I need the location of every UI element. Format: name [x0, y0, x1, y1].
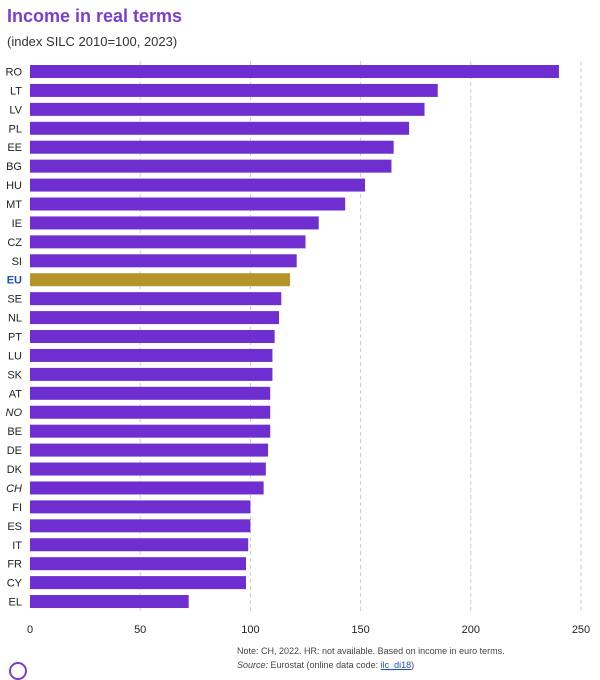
category-label-pl: PL: [9, 123, 22, 135]
x-tick-label: 150: [351, 624, 369, 636]
bar-ie: [30, 216, 319, 230]
x-tick-label: 0: [27, 624, 33, 636]
category-label-cy: CY: [7, 578, 23, 590]
bar-se: [30, 292, 282, 306]
category-label-ro: RO: [6, 67, 23, 79]
bar-de: [30, 443, 269, 457]
chart-title: Income in real terms: [7, 6, 183, 26]
bar-ro: [30, 65, 559, 78]
x-tick-label: 100: [241, 624, 259, 636]
category-label-be: BE: [7, 426, 22, 438]
x-tick-label: 250: [572, 624, 590, 636]
category-label-ch: CH: [6, 483, 22, 495]
bar-eu: [30, 273, 291, 287]
bar-fi: [30, 500, 251, 514]
category-label-hu: HU: [6, 180, 22, 192]
bar-es: [30, 519, 251, 533]
bar-ee: [30, 140, 394, 154]
category-label-lv: LV: [9, 104, 22, 116]
category-label-lt: LT: [10, 85, 22, 97]
bar-bg: [30, 159, 392, 173]
bar-mt: [30, 197, 346, 211]
category-label-si: SI: [12, 256, 22, 268]
category-label-pt: PT: [8, 332, 22, 344]
bar-lv: [30, 102, 425, 116]
x-axis-ticks: 0 50 100 150 200 250: [27, 624, 590, 636]
bar-cz: [30, 235, 306, 249]
eurostat-logo-icon: [9, 662, 27, 680]
category-label-no: NO: [6, 407, 23, 419]
source-suffix: ): [411, 660, 415, 670]
category-label-es: ES: [7, 521, 22, 533]
category-label-fr: FR: [7, 559, 22, 571]
category-label-at: AT: [9, 388, 23, 400]
bar-dk: [30, 462, 266, 476]
bar-hu: [30, 178, 366, 192]
bar-lu: [30, 348, 273, 362]
category-label-fi: FI: [12, 502, 22, 514]
category-label-dk: DK: [7, 464, 23, 476]
source-text: Eurostat (online data code:: [268, 660, 381, 670]
bar-fr: [30, 557, 246, 571]
category-label-cz: CZ: [7, 237, 22, 249]
source-prefix: Source:: [237, 660, 269, 670]
x-tick-label: 200: [462, 624, 480, 636]
category-label-el: EL: [9, 597, 22, 609]
bar-si: [30, 254, 297, 268]
category-label-bg: BG: [6, 161, 22, 173]
bar-no: [30, 405, 271, 419]
bar-chart: RO LT LV PL EE BG HU MT IE CZ SI EU SE NL PT LU SK AT NO BE…: [6, 61, 590, 636]
bar-ch: [30, 481, 264, 495]
bars: [30, 65, 559, 609]
bar-pl: [30, 121, 410, 135]
bar-it: [30, 538, 249, 552]
bar-el: [30, 595, 189, 609]
chart-note: Note: CH, 2022. HR: not available. Based…: [237, 646, 505, 656]
bar-at: [30, 386, 271, 400]
category-label-lu: LU: [8, 350, 22, 362]
category-label-it: IT: [12, 540, 22, 552]
chart-source: Source: Eurostat (online data code: ilc_…: [237, 660, 414, 670]
category-label-ie: IE: [12, 218, 22, 230]
bar-lt: [30, 83, 438, 97]
bar-nl: [30, 311, 280, 325]
bar-be: [30, 424, 271, 438]
bar-sk: [30, 367, 273, 381]
bar-cy: [30, 576, 246, 590]
chart-subtitle: (index SILC 2010=100, 2023): [7, 34, 178, 49]
category-label-mt: MT: [6, 199, 22, 211]
category-label-eu: EU: [7, 275, 22, 287]
category-labels: RO LT LV PL EE BG HU MT IE CZ SI EU SE NL PT LU SK AT NO BE…: [6, 67, 23, 609]
category-label-se: SE: [7, 294, 22, 306]
category-label-ee: EE: [7, 142, 22, 154]
category-label-nl: NL: [8, 313, 22, 325]
category-label-de: DE: [7, 445, 22, 457]
source-code-link[interactable]: ilc_di18: [380, 660, 412, 670]
category-label-sk: SK: [7, 369, 22, 381]
bar-pt: [30, 330, 275, 344]
x-tick-label: 50: [134, 624, 146, 636]
